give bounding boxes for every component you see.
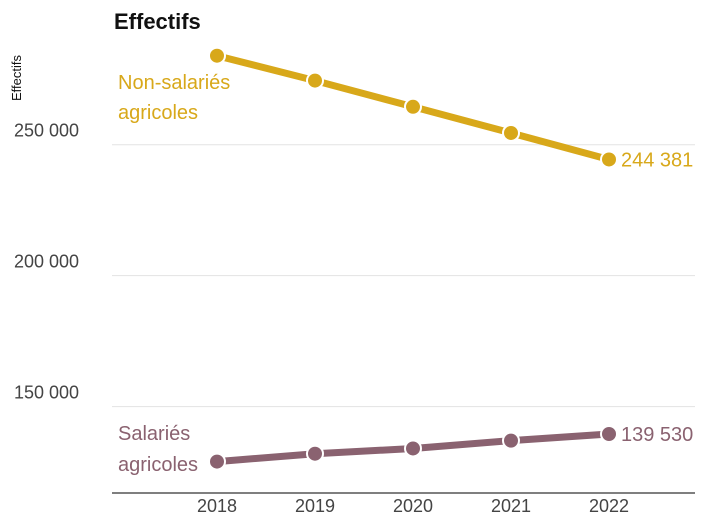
y-tick-label: 250 000 <box>14 121 79 141</box>
y-tick-label: 200 000 <box>14 252 79 272</box>
data-point <box>600 150 618 169</box>
series-non-salaries-end-label: 244 381 <box>621 149 693 171</box>
data-point <box>306 71 324 90</box>
series-salaries-label-line2: agricoles <box>118 454 198 476</box>
x-tick-label: 2021 <box>491 496 531 514</box>
series-non-salaries-label-line1: Non-salariés <box>118 72 230 94</box>
series-salaries-label-line1: Salariés <box>118 423 190 445</box>
y-tick-label: 150 000 <box>14 383 79 403</box>
series-salaries-points <box>208 425 618 471</box>
data-point <box>404 97 422 116</box>
series-salaries-end-label: 139 530 <box>621 424 693 446</box>
data-point <box>208 452 226 471</box>
data-point <box>502 123 520 142</box>
series-non-salaries-label-line2: agricoles <box>118 102 198 124</box>
data-point <box>600 425 618 444</box>
x-tick-label: 2022 <box>589 496 629 514</box>
chart-title: Effectifs <box>114 9 201 34</box>
series-non-salaries: Non-salariés agricoles 244 381 <box>118 46 693 171</box>
x-tick-label: 2020 <box>393 496 433 514</box>
series-salaries: Salariés agricoles 139 530 <box>118 423 693 476</box>
series-non-salaries-points <box>208 46 618 169</box>
gridlines <box>112 144 695 408</box>
data-point <box>502 431 520 450</box>
data-point <box>306 444 324 463</box>
y-axis-label: Effectifs <box>9 55 24 102</box>
x-tick-label: 2019 <box>295 496 335 514</box>
y-axis-ticks: 150 000 200 000 250 000 <box>14 121 79 403</box>
x-tick-label: 2018 <box>197 496 237 514</box>
x-axis-ticks: 2018 2019 2020 2021 2022 <box>197 496 629 514</box>
data-point <box>208 46 226 65</box>
data-point <box>404 439 422 458</box>
